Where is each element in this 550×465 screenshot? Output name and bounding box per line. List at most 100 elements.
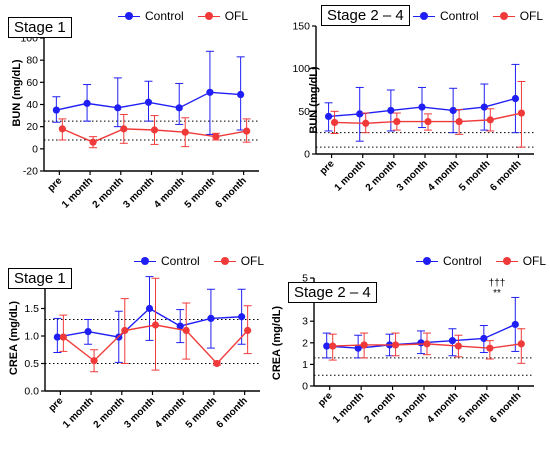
- bun-stage2-4-ofl-data-point: [330, 118, 339, 127]
- bun-stage2-4-x-tick-label: 3 month: [395, 158, 430, 193]
- bun-stage2-4-legend: Control OFL: [413, 9, 550, 23]
- bun-stage1-ofl-data-point: [89, 138, 97, 146]
- crea-stage1-x-tick-label: 4 month: [153, 395, 188, 430]
- ofl-legend-marker: [495, 256, 518, 266]
- bun-stage2-4-panel: 0 50 100 150 pre 1 month 2 month 3 month 4 month…: [275, 0, 550, 232]
- crea-stage1-y-tick-label: 0.5: [24, 358, 39, 370]
- bun-stage1-x-tick-label: 2 month: [91, 175, 126, 210]
- crea-stage1-control-data-point: [145, 304, 154, 313]
- crea-stage1-ofl-data-point: [121, 326, 129, 335]
- bun-stage1-x-tick-label: pre: [46, 175, 65, 194]
- bun-stage1-ofl-data-point: [181, 128, 189, 136]
- legend-control: Control: [118, 9, 184, 23]
- bun-stage2-4-x-tick-label: 1 month: [333, 158, 368, 193]
- legend-ofl: OFL: [492, 9, 544, 23]
- crea-stage2-4-ofl-data-point: [486, 344, 494, 352]
- bun-stage2-4-y-tick-label: 0: [304, 149, 310, 161]
- crea-stage2-4-ofl-data-point: [329, 342, 337, 350]
- crea-stage1-control-data-point: [84, 328, 92, 336]
- legend-control-label: Control: [440, 9, 479, 23]
- crea-stage1-ofl-data-point: [59, 333, 67, 341]
- bun-stage1-legend: Control OFL: [118, 9, 262, 23]
- crea-stage2-4-x-tick-label: 4 month: [425, 390, 460, 425]
- crea-stage2-4-control-data-point: [354, 344, 362, 352]
- legend-ofl: OFL: [213, 254, 264, 268]
- legend-ofl: OFL: [495, 254, 547, 268]
- crea-stage1-ofl-data-point: [213, 359, 221, 368]
- bun-stage1-control-data-point: [114, 104, 122, 112]
- bun-stage2-4-ofl-data-point: [393, 117, 401, 126]
- legend-ofl-label: OFL: [522, 254, 547, 268]
- bun-stage1-ofl-data-point: [212, 133, 220, 141]
- bun-stage2-4-control-data-point: [449, 106, 457, 115]
- legend-control-label: Control: [161, 254, 200, 268]
- bun-stage2-4-ofl-data-point: [424, 117, 432, 126]
- crea-stage2-4-y-tick-label: 3: [302, 316, 308, 328]
- control-legend-marker: [118, 11, 140, 21]
- bun-stage1-y-tick-label: 20: [26, 121, 38, 133]
- bun-stage1-title: Stage 1: [8, 17, 72, 38]
- crea-stage2-4-title: Stage 2 – 4: [288, 282, 377, 303]
- legend-ofl: OFL: [197, 9, 249, 23]
- bun-stage2-4-control-data-point: [387, 106, 395, 115]
- crea-stage1-x-tick-label: pre: [47, 395, 66, 414]
- crea-stage2-4-y-tick-label: 1: [302, 359, 308, 371]
- bun-stage1-ofl-data-point: [243, 127, 251, 135]
- control-legend-marker: [134, 256, 156, 266]
- crea-stage1-x-tick-label: 3 month: [122, 395, 157, 430]
- bun-stage1-y-tick-label: 80: [26, 55, 38, 67]
- crea-stage2-4-legend: Control OFL: [416, 254, 550, 268]
- control-legend-marker: [413, 11, 435, 21]
- crea-stage1-control-data-point: [207, 314, 215, 322]
- bun-stage1-control-data-point: [144, 98, 153, 106]
- bun-stage1-x-tick-label: 1 month: [60, 175, 95, 210]
- crea-stage2-4-y-axis-label: CREA (mg/dL): [271, 305, 283, 381]
- bun-stage2-4-y-tick-label: 100: [292, 63, 310, 75]
- ofl-legend-marker: [213, 256, 236, 266]
- crea-stage1-legend: Control OFL: [134, 254, 278, 268]
- crea-stage1-x-tick-label: 6 month: [214, 395, 249, 430]
- crea-stage1-y-tick-label: 0.0: [24, 386, 39, 398]
- crea-stage1-ofl-data-point: [244, 326, 252, 335]
- bun-stage2-4-control-data-point: [324, 112, 333, 121]
- crea-stage2-4-ofl-data-point: [454, 342, 463, 350]
- bun-stage1-y-tick-label: 0: [32, 143, 38, 155]
- bun-stage1-x-tick-label: 4 month: [152, 175, 187, 210]
- crea-stage1-y-tick-label: 1.5: [24, 303, 39, 315]
- bun-stage2-4-x-tick-label: 2 month: [364, 158, 399, 193]
- crea-stage1-control-data-point: [53, 333, 61, 341]
- crea-stage1-control-data-point: [238, 313, 246, 321]
- bun-stage1-control-data-point: [237, 90, 245, 99]
- bun-stage2-4-x-tick-label: 5 month: [457, 158, 492, 193]
- crea-stage2-4-x-tick-label: 2 month: [362, 390, 397, 425]
- crea-stage2-4-ofl-data-point: [391, 341, 400, 349]
- crea-stage2-4-ofl-data-point: [360, 341, 368, 349]
- bun-stage1-control-data-point: [175, 104, 183, 112]
- bun-stage1-ofl-data-point: [58, 125, 66, 133]
- crea-stage1-y-tick-label: 1.0: [24, 331, 39, 343]
- crea-stage1-x-tick-label: 2 month: [92, 395, 127, 430]
- crea-stage2-4-control-data-point: [417, 339, 425, 347]
- bun-stage1-y-axis-label: BUN (mg/dL): [11, 59, 23, 127]
- legend-ofl-label: OFL: [519, 9, 544, 23]
- bun-stage1-x-tick-label: 6 month: [213, 175, 248, 210]
- legend-ofl-label: OFL: [224, 9, 249, 23]
- bun-stage2-4-y-axis-label: BUN (mg/dL): [308, 66, 320, 134]
- crea-stage1-ofl-data-point: [151, 321, 160, 329]
- crea-stage2-4-control-data-point: [480, 334, 488, 343]
- crea-stage1-control-data-point: [176, 322, 184, 330]
- legend-control: Control: [134, 254, 200, 268]
- legend-control: Control: [413, 9, 479, 23]
- bun-stage1-control-data-point: [52, 106, 60, 114]
- bun-stage2-4-ofl-data-point: [455, 117, 463, 126]
- bun-stage2-4-ofl-data-point: [486, 116, 494, 124]
- bun-stage2-4-x-tick-label: 4 month: [426, 158, 461, 193]
- bun-stage1-ofl-data-point: [120, 125, 128, 133]
- bun-stage2-4-control-data-point: [418, 103, 426, 111]
